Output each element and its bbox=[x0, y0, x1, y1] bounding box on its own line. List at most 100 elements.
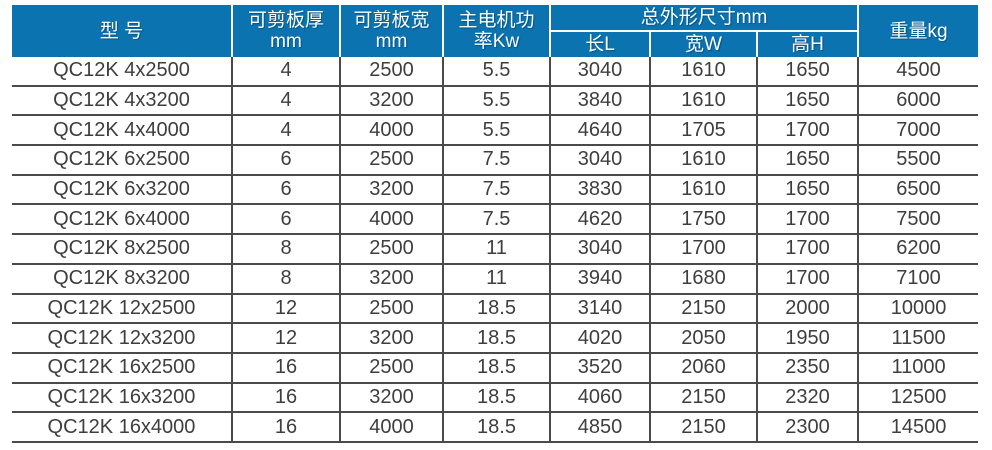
col-header-thickness-line1: 可剪板厚 bbox=[247, 10, 324, 31]
cell-width: 2500 bbox=[340, 234, 444, 265]
cell-width: 2500 bbox=[340, 57, 444, 87]
cell-model: QC12K 4x4000 bbox=[12, 115, 233, 147]
cell-width: 2500 bbox=[340, 145, 444, 176]
cell-length: 4060 bbox=[550, 382, 651, 414]
cell-length: 3040 bbox=[550, 234, 651, 265]
cell-width: 2500 bbox=[340, 293, 444, 325]
col-header-length: 长L bbox=[550, 31, 651, 57]
cell-power: 11 bbox=[443, 234, 551, 265]
cell-height: 1650 bbox=[757, 174, 860, 206]
cell-weight: 11000 bbox=[858, 352, 979, 384]
cell-model: QC12K 6x4000 bbox=[12, 204, 233, 236]
col-header-width-overall-label: 宽W bbox=[685, 34, 722, 55]
table-row: QC12K 16x3200 16 3200 18.5 4060 2150 2320 12500 bbox=[12, 382, 979, 414]
col-header-height: 高H bbox=[757, 31, 860, 57]
cell-model: QC12K 16x3200 bbox=[12, 382, 233, 414]
spec-table-container: 型 号 可剪板厚 mm 可剪板宽 mm 主电机功 率Kw bbox=[12, 5, 979, 443]
cell-weight: 14500 bbox=[858, 412, 979, 443]
cell-width-overall: 1750 bbox=[650, 204, 758, 236]
cell-power: 7.5 bbox=[443, 174, 551, 206]
cell-height: 2350 bbox=[757, 352, 860, 384]
cell-weight: 7000 bbox=[858, 115, 979, 147]
cell-length: 4850 bbox=[550, 412, 651, 443]
col-header-thickness: 可剪板厚 mm bbox=[232, 5, 341, 57]
table-row: QC12K 6x3200 6 3200 7.5 3830 1610 1650 6500 bbox=[12, 174, 979, 206]
table-header: 型 号 可剪板厚 mm 可剪板宽 mm 主电机功 率Kw bbox=[12, 5, 979, 57]
cell-weight: 10000 bbox=[858, 293, 979, 325]
cell-weight: 4500 bbox=[858, 57, 979, 87]
cell-thickness: 16 bbox=[232, 382, 341, 414]
table-row: QC12K 8x2500 8 2500 11 3040 1700 1700 6200 bbox=[12, 234, 979, 265]
cell-length: 3840 bbox=[550, 85, 651, 117]
cell-width-overall: 2150 bbox=[650, 293, 758, 325]
col-header-model: 型 号 bbox=[12, 5, 233, 57]
cell-width: 3200 bbox=[340, 85, 444, 117]
cell-width: 4000 bbox=[340, 115, 444, 147]
cell-weight: 7100 bbox=[858, 263, 979, 295]
cell-height: 1650 bbox=[757, 145, 860, 176]
col-header-thickness-line2: mm bbox=[270, 31, 302, 52]
cell-thickness: 16 bbox=[232, 412, 341, 443]
col-header-dimensions-group: 总外形尺寸mm bbox=[550, 5, 860, 32]
cell-thickness: 6 bbox=[232, 145, 341, 176]
col-header-weight-label: 重量kg bbox=[889, 20, 948, 42]
cell-thickness: 6 bbox=[232, 174, 341, 206]
cell-width-overall: 2060 bbox=[650, 352, 758, 384]
cell-length: 3830 bbox=[550, 174, 651, 206]
cell-length: 3520 bbox=[550, 352, 651, 384]
cell-power: 18.5 bbox=[443, 382, 551, 414]
cell-power: 18.5 bbox=[443, 352, 551, 384]
cell-weight: 6500 bbox=[858, 174, 979, 206]
cell-height: 2300 bbox=[757, 412, 860, 443]
cell-power: 18.5 bbox=[443, 293, 551, 325]
cell-power: 5.5 bbox=[443, 57, 551, 87]
cell-height: 1700 bbox=[757, 263, 860, 295]
cell-width-overall: 1610 bbox=[650, 145, 758, 176]
cell-height: 1700 bbox=[757, 234, 860, 265]
col-header-power-line1: 主电机功 bbox=[458, 10, 535, 31]
cell-model: QC12K 6x2500 bbox=[12, 145, 233, 176]
cell-weight: 11500 bbox=[858, 323, 979, 354]
cell-width-overall: 2050 bbox=[650, 323, 758, 354]
col-header-width-line2: mm bbox=[375, 31, 408, 52]
cell-width: 2500 bbox=[340, 352, 444, 384]
cell-weight: 6200 bbox=[858, 234, 979, 265]
col-header-dimensions-label: 总外形尺寸mm bbox=[640, 7, 768, 28]
table-row: QC12K 4x3200 4 3200 5.5 3840 1610 1650 6000 bbox=[12, 85, 979, 117]
table-row: QC12K 16x4000 16 4000 18.5 4850 2150 2300 14500 bbox=[12, 412, 979, 443]
table-body: QC12K 4x2500 4 2500 5.5 3040 1610 1650 4500 QC12… bbox=[12, 57, 979, 443]
col-header-width-line1: 可剪板宽 bbox=[353, 10, 430, 31]
table-row: QC12K 16x2500 16 2500 18.5 3520 2060 2350 11000 bbox=[12, 352, 979, 384]
col-header-height-label: 高H bbox=[791, 34, 824, 55]
cell-width-overall: 1705 bbox=[650, 115, 758, 147]
cell-height: 1650 bbox=[757, 85, 860, 117]
cell-model: QC12K 6x3200 bbox=[12, 174, 233, 206]
cell-width: 3200 bbox=[340, 323, 444, 354]
cell-power: 11 bbox=[443, 263, 551, 295]
cell-model: QC12K 8x2500 bbox=[12, 234, 233, 265]
cell-model: QC12K 12x3200 bbox=[12, 323, 233, 354]
cell-width-overall: 2150 bbox=[650, 412, 758, 443]
cell-thickness: 4 bbox=[232, 85, 341, 117]
table-row: QC12K 4x4000 4 4000 5.5 4640 1705 1700 7000 bbox=[12, 115, 979, 147]
cell-length: 3140 bbox=[550, 293, 651, 325]
cell-length: 3040 bbox=[550, 57, 651, 87]
cell-width-overall: 1700 bbox=[650, 234, 758, 265]
cell-power: 18.5 bbox=[443, 323, 551, 354]
cell-width-overall: 1610 bbox=[650, 85, 758, 117]
col-header-width: 可剪板宽 mm bbox=[340, 5, 444, 57]
cell-length: 3940 bbox=[550, 263, 651, 295]
cell-thickness: 6 bbox=[232, 204, 341, 236]
cell-model: QC12K 16x4000 bbox=[12, 412, 233, 443]
cell-height: 1700 bbox=[757, 204, 860, 236]
cell-height: 2320 bbox=[757, 382, 860, 414]
table-row: QC12K 12x2500 12 2500 18.5 3140 2150 2000 10000 bbox=[12, 293, 979, 325]
cell-weight: 5500 bbox=[858, 145, 979, 176]
cell-length: 4640 bbox=[550, 115, 651, 147]
cell-thickness: 12 bbox=[232, 293, 341, 325]
cell-length: 3040 bbox=[550, 145, 651, 176]
cell-thickness: 8 bbox=[232, 234, 341, 265]
cell-length: 4020 bbox=[550, 323, 651, 354]
cell-weight: 6000 bbox=[858, 85, 979, 117]
